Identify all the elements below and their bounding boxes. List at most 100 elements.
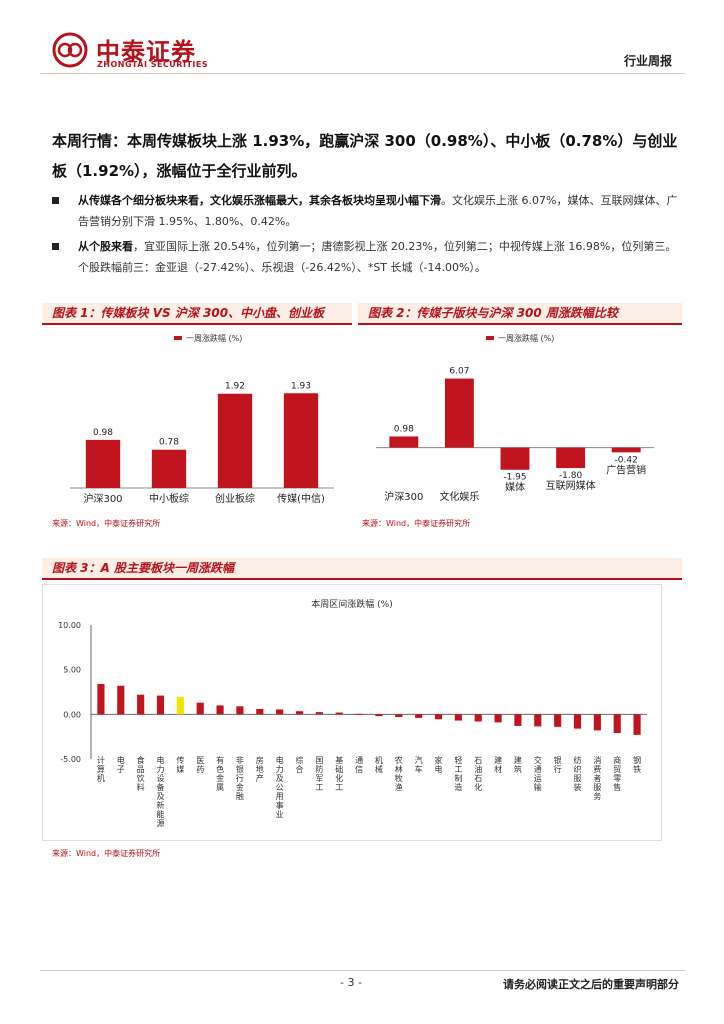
sector-label: 轻工制造 (454, 755, 462, 792)
category-label: 传媒(中信) (277, 492, 325, 505)
data-label: 1.92 (225, 382, 245, 392)
sector-bar (573, 714, 582, 729)
bullet-bold: 从传媒各个细分板块来看，文化娱乐涨幅最大，其余各板块均呈现小幅下滑 (78, 194, 441, 207)
y-tick-label: 0.00 (63, 710, 81, 719)
bar (611, 447, 641, 453)
sector-bar (117, 685, 125, 715)
legend-label: 一周涨跌幅 (%) (498, 333, 554, 343)
sector-label: 国防军工 (315, 756, 323, 792)
sector-label: 电力设备及新能源 (157, 755, 165, 828)
company-name-en: ZHONGTAI SECURITIES (97, 60, 209, 69)
bar (151, 449, 187, 488)
bar (389, 436, 419, 448)
sector-bar (454, 714, 462, 721)
sector-bar (256, 708, 264, 715)
bullet-square-icon (52, 243, 59, 250)
sector-bar (474, 714, 482, 722)
chart-title: 本周区间涨跌幅 (%) (311, 598, 392, 610)
sector-bar (434, 714, 443, 720)
figure2-title: 图表 2：传媒子版块与沪深 300 周涨跌幅比较 (358, 303, 682, 323)
sector-bar (613, 714, 621, 734)
bar (283, 393, 319, 488)
sector-label: 综合 (296, 755, 304, 774)
page-number: - 3 - (340, 976, 362, 989)
bar (444, 378, 474, 448)
sector-label: 纺织服装 (574, 755, 582, 792)
sector-bar (494, 714, 502, 723)
data-label: -1.95 (503, 473, 526, 483)
document-type: 行业周报 (623, 54, 672, 68)
sector-label: 通信 (355, 755, 363, 774)
bullet-text: ，宜亚国际上涨 20.54%，位列第一；唐德影视上涨 20.23%，位列第二；中… (78, 240, 677, 274)
sector-label: 消费者服务 (593, 755, 601, 801)
sector-label: 医药 (196, 756, 204, 774)
category-label: 沪深300 (83, 492, 122, 505)
sector-bar (514, 714, 522, 726)
figure3-chart: 本周区间涨跌幅 (%) 10.00 5.00 0.00 -5.00 计算机 电子 食品饮料 电力… (42, 584, 662, 841)
sector-bar (355, 713, 363, 715)
sector-bar (315, 712, 323, 715)
sector-label: 银行 (554, 755, 562, 774)
category-label: 创业板综 (215, 492, 255, 505)
sector-label: 电子 (117, 755, 125, 774)
data-label: 0.98 (394, 424, 414, 434)
bullet-bold: 从个股来看 (78, 240, 133, 253)
sector-bar (633, 714, 641, 735)
figure1-chart: 一周涨跌幅 (%) 0.98 沪深300 0.78 中小板综 1.92 创业板综 1.93 传媒… (70, 333, 334, 505)
y-tick-label: -5.00 (60, 755, 81, 764)
sector-label: 石油石化 (474, 756, 482, 792)
sector-label: 计算机 (97, 755, 105, 783)
bullet-stocks: 从个股来看，宜亚国际上涨 20.54%，位列第一；唐德影视上涨 20.23%，位… (52, 236, 682, 280)
sector-bar (236, 706, 244, 715)
category-label: 中小板综 (149, 492, 189, 505)
sector-label: 钢铁 (633, 755, 641, 774)
category-label: 文化娱乐 (439, 490, 479, 503)
sector-bar (276, 709, 284, 715)
figure2-rule (358, 323, 682, 325)
data-label: 1.93 (291, 381, 311, 391)
data-label: 6.07 (449, 367, 469, 377)
company-name-cn: 中泰证券 (96, 38, 196, 66)
sector-label: 汽车 (415, 755, 423, 774)
weekly-market-headline: 本周行情：本周传媒板块上涨 1.93%，跑赢沪深 300（0.98%）、中小板（… (52, 132, 678, 180)
bullet-text: 。文化娱乐上涨 6.07%，媒体、互联网媒体、广告营销分别下滑 1.95%、1.… (78, 194, 678, 228)
figure2-source: 来源：Wind，中泰证券研究所 (362, 519, 471, 528)
sector-bar (335, 712, 343, 715)
figure3-title: 图表 3：A 股主要板块一周涨跌幅 (42, 558, 682, 578)
legend-label: 一周涨跌幅 (%) (186, 333, 242, 343)
sector-bar (156, 695, 165, 715)
bar (556, 447, 586, 469)
sector-bar (415, 714, 423, 718)
bar (85, 439, 121, 488)
sector-label: 交通运输 (534, 755, 542, 792)
bullet-square-icon (52, 197, 59, 204)
sector-label: 有色金属 (216, 755, 224, 792)
figure1-title: 图表 1：传媒板块 VS 沪深 300、中小盘、创业板 (42, 303, 352, 323)
sector-label: 机械 (375, 755, 383, 774)
sector-bar (375, 714, 383, 717)
company-logo-icon (52, 32, 88, 68)
bar (217, 393, 253, 488)
sector-label: 房地产 (256, 755, 264, 783)
sector-bar (593, 714, 601, 731)
bar (500, 447, 530, 470)
sector-bar (137, 694, 145, 715)
sector-label: 家电 (435, 755, 443, 774)
bullet-subsector: 从传媒各个细分板块来看，文化娱乐涨幅最大，其余各板块均呈现小幅下滑。文化娱乐上涨… (52, 190, 682, 234)
header-divider (40, 73, 685, 74)
sector-label: 建筑 (514, 755, 522, 774)
category-label: 沪深300 (384, 490, 423, 503)
category-label: 媒体 (505, 482, 525, 494)
sector-label: 食品饮料 (137, 755, 145, 792)
disclaimer: 请务必阅读正文之后的重要声明部分 (503, 978, 679, 991)
category-label: 广告营销 (606, 463, 646, 476)
sector-bar (216, 705, 224, 715)
figure1-rule (42, 323, 352, 325)
sector-label: 基础化工 (335, 755, 343, 792)
sector-bar (176, 697, 184, 715)
sector-label: 农林牧渔 (395, 755, 403, 792)
data-label: -0.42 (615, 455, 638, 465)
figure3-rule (42, 578, 682, 580)
y-tick-label: 5.00 (63, 666, 81, 675)
